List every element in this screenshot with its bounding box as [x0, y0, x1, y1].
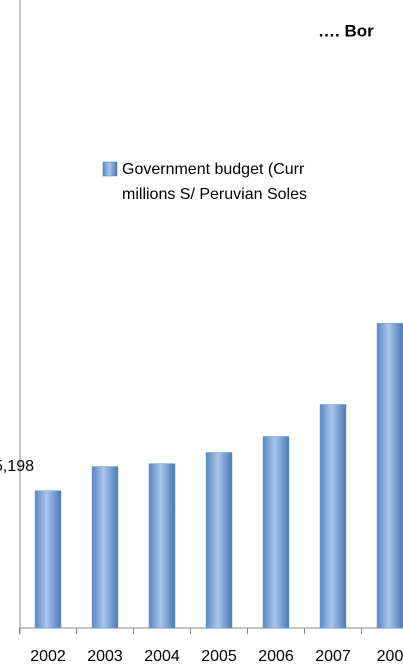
bar — [91, 466, 119, 629]
bar — [148, 463, 176, 629]
bar — [205, 452, 233, 629]
bar — [262, 436, 290, 629]
bar — [376, 323, 403, 629]
legend-label: Government budget (Curr — [122, 161, 305, 178]
x-tick-label: 200 — [377, 648, 403, 665]
x-tick-label: 2006 — [258, 648, 294, 665]
bar — [319, 404, 347, 629]
x-tick-label: 2002 — [30, 648, 66, 665]
legend-swatch — [102, 161, 118, 177]
x-tick-label: 2007 — [315, 648, 351, 665]
legend-label: millions S/ Peruvian Soles — [122, 186, 307, 203]
x-tick-label: 2003 — [87, 648, 123, 665]
bar — [34, 490, 62, 629]
chart-title: …. Bor — [318, 21, 374, 40]
x-tick-label: 2004 — [144, 648, 180, 665]
data-label: 35,198 — [0, 458, 34, 475]
x-tick-label: 2005 — [201, 648, 237, 665]
